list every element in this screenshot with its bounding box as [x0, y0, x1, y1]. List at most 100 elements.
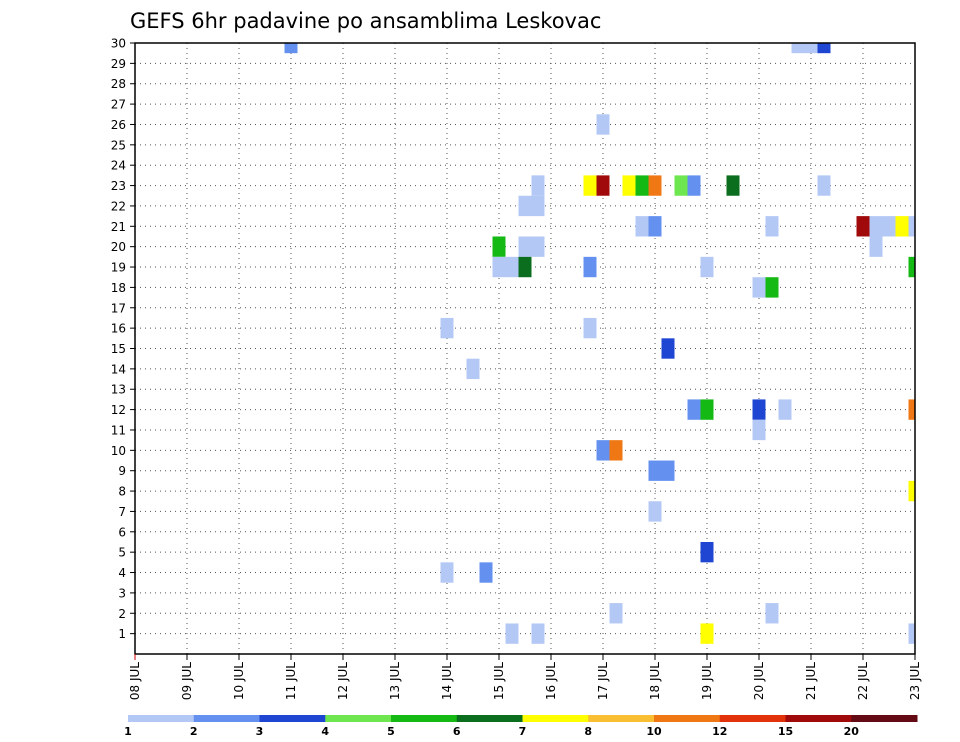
x-tick-label-10: 18 JUL: [648, 662, 662, 700]
x-tick-label-4: 12 JUL: [336, 662, 350, 700]
colorbar-label-10: 10: [646, 725, 662, 738]
y-tick-label-20: 20: [111, 240, 126, 254]
precip-cell: [648, 216, 662, 237]
precip-cell: [869, 236, 883, 257]
precip-cell: [661, 338, 675, 359]
colorbar-swatch-4: [391, 715, 458, 722]
y-tick-label-4: 4: [118, 566, 126, 580]
precip-cell: [518, 195, 532, 217]
precip-cell: [765, 216, 779, 237]
precip-cell: [583, 175, 597, 196]
precip-cell: [700, 623, 714, 644]
y-tick-label-25: 25: [111, 138, 126, 152]
precip-cell: [635, 175, 649, 196]
x-tick-label-13: 21 JUL: [804, 662, 818, 700]
y-tick-label-15: 15: [111, 342, 126, 356]
precip-cell: [648, 175, 662, 196]
precip-cell: [505, 256, 519, 278]
chart-title: GEFS 6hr padavine po ansamblima Leskovac: [130, 9, 601, 33]
colorbar-swatch-8: [654, 715, 721, 722]
precip-cell: [531, 623, 545, 644]
precip-cell: [817, 43, 831, 54]
y-tick-label-3: 3: [118, 586, 126, 600]
y-tick-label-30: 30: [111, 37, 126, 51]
precip-cell: [752, 399, 766, 420]
colorbar-legend: 1 2 3 4 5 6 7 8 10 12 15 20: [124, 715, 918, 738]
precip-cell: [882, 216, 896, 237]
precip-cell: [440, 317, 454, 339]
colorbar-label-5: 5: [387, 725, 395, 738]
colorbar-label-3: 3: [256, 725, 264, 738]
precip-cell: [531, 175, 545, 196]
precip-cell: [674, 175, 688, 196]
precipitation-cells: [284, 43, 915, 644]
precip-cell: [492, 236, 506, 257]
y-tick-label-13: 13: [111, 383, 126, 397]
x-tick-label-9: 17 JUL: [596, 662, 610, 700]
precip-cell: [661, 460, 675, 481]
precip-cell: [726, 175, 740, 196]
colorbar-swatch-1: [193, 715, 260, 722]
colorbar-label-2: 2: [190, 725, 198, 738]
y-tick-label-5: 5: [118, 546, 126, 560]
precip-cell: [518, 256, 532, 278]
precip-cell: [505, 623, 519, 644]
y-tick-label-28: 28: [111, 77, 126, 91]
y-axis-ticks: 1234567891011121314151617181920212223242…: [111, 37, 135, 641]
x-tick-label-8: 16 JUL: [544, 662, 558, 700]
precip-cell: [609, 440, 623, 461]
precip-cell: [908, 216, 915, 237]
y-tick-label-26: 26: [111, 118, 126, 132]
precip-cell: [817, 175, 831, 196]
precip-cell: [765, 603, 779, 624]
y-tick-label-14: 14: [111, 362, 126, 376]
x-tick-label-7: 15 JUL: [492, 662, 506, 700]
colorbar-swatch-2: [259, 715, 326, 722]
y-tick-label-7: 7: [118, 505, 126, 519]
x-tick-label-0: 08 JUL: [128, 662, 142, 700]
colorbar-swatch-7: [588, 715, 655, 722]
precip-cell: [648, 501, 662, 522]
precip-cell: [609, 603, 623, 624]
colorbar-label-4: 4: [321, 725, 329, 738]
colorbar-swatch-11: [851, 715, 918, 722]
y-tick-label-24: 24: [111, 159, 126, 173]
precip-cell: [583, 317, 597, 339]
precip-cell: [778, 399, 792, 420]
colorbar-swatch-3: [325, 715, 392, 722]
precip-cell: [466, 358, 480, 380]
precip-cell: [635, 216, 649, 237]
y-tick-label-19: 19: [111, 261, 126, 275]
precip-cell: [622, 175, 636, 196]
y-tick-label-6: 6: [118, 525, 126, 539]
precip-cell: [700, 541, 714, 563]
y-tick-label-1: 1: [118, 627, 126, 641]
precip-cell: [648, 460, 662, 481]
colorbar-label-8: 8: [584, 725, 592, 738]
precip-cell: [284, 43, 298, 54]
x-tick-label-6: 14 JUL: [440, 662, 454, 700]
precip-cell: [908, 623, 915, 644]
precip-cell: [596, 114, 610, 135]
y-tick-label-11: 11: [111, 423, 126, 437]
colorbar-label-12: 12: [712, 725, 727, 738]
precip-cell: [752, 277, 766, 298]
x-tick-label-11: 19 JUL: [700, 662, 714, 700]
x-tick-label-14: 22 JUL: [856, 662, 870, 700]
y-tick-label-2: 2: [118, 607, 126, 621]
y-tick-label-9: 9: [118, 464, 126, 478]
y-tick-label-8: 8: [118, 485, 126, 499]
precip-cell: [869, 216, 883, 237]
y-tick-label-18: 18: [111, 281, 126, 295]
x-tick-label-3: 11 JUL: [284, 662, 298, 700]
precip-cell: [596, 440, 610, 461]
precip-cell: [687, 399, 701, 420]
y-tick-label-27: 27: [111, 98, 126, 112]
precip-cell: [700, 399, 714, 420]
colorbar-label-20: 20: [844, 725, 860, 738]
precip-cell: [856, 216, 870, 237]
colorbar-swatch-9: [719, 715, 786, 722]
colorbar-label-1: 1: [124, 725, 132, 738]
precip-cell: [895, 216, 909, 237]
colorbar-swatch-6: [522, 715, 589, 722]
